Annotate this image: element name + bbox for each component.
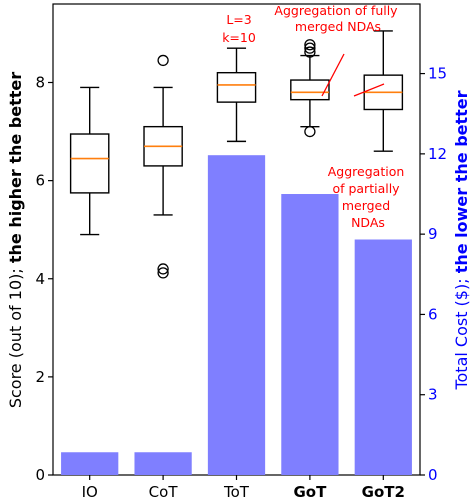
left-axis-title: Score (out of 10); the higher the better <box>6 72 25 408</box>
right-tick-label-6: 6 <box>428 305 438 323</box>
annotation-tot-line2: k=10 <box>222 30 256 45</box>
left-y-axis: 0 2 4 6 8 <box>35 74 53 484</box>
annotation-partially-merged: Aggregation of partially merged NDAs <box>328 164 409 230</box>
flier-got-1 <box>304 42 316 54</box>
right-tick-label-12: 12 <box>428 145 447 163</box>
cost-bar-got2 <box>354 239 412 475</box>
annotation-fully-arrow-right <box>353 83 385 97</box>
annotation-tot-params: L=3 k=10 <box>222 12 256 45</box>
box-got <box>290 79 330 101</box>
right-tick-label-9: 9 <box>428 225 438 243</box>
cost-bar-tot <box>207 155 266 475</box>
annotation-fully-arrow-left <box>321 53 345 97</box>
right-axis-title-part2: the lower the better <box>452 90 471 273</box>
left-tick-label-8: 8 <box>35 74 45 92</box>
right-axis-title-part1: Total Cost ($); <box>452 273 471 390</box>
left-axis-title-part2: the higher the better <box>6 72 25 263</box>
annotation-tot-line1: L=3 <box>226 12 251 27</box>
annotation-partial-line4: NDAs <box>351 215 385 230</box>
flier-cot-0 <box>157 54 169 67</box>
annotation-partial-line1: Aggregation <box>328 164 405 179</box>
left-tick-label-0: 0 <box>35 466 45 484</box>
annotation-fully-merged: Aggregation of fully merged NDAs <box>274 3 401 34</box>
x-axis: IO CoT ToT GoT GoT2 <box>82 475 405 501</box>
x-tick-label-io: IO <box>82 483 98 501</box>
box-tot <box>216 71 257 103</box>
cost-bar-got <box>281 194 339 475</box>
left-tick-label-2: 2 <box>35 368 45 386</box>
cost-bar-cot <box>134 452 192 475</box>
left-tick-label-6: 6 <box>35 172 45 190</box>
cost-bars <box>61 155 412 475</box>
x-tick-label-tot: ToT <box>223 483 250 501</box>
left-axis-title-part1: Score (out of 10); <box>6 263 25 408</box>
x-tick-label-cot: CoT <box>149 483 179 501</box>
left-tick-label-4: 4 <box>35 270 45 288</box>
annotation-fully-line2: merged NDAs <box>295 19 381 34</box>
score-boxplots <box>69 30 404 279</box>
cost-bar-io <box>61 452 119 475</box>
right-tick-label-0: 0 <box>428 466 438 484</box>
box-io <box>69 133 110 194</box>
flier-got-3 <box>304 125 316 138</box>
flier-cot-1 <box>157 263 169 275</box>
annotation-partial-line2: of partially <box>332 181 400 196</box>
flier-cot-2 <box>157 267 169 279</box>
annotation-fully-line1: Aggregation of fully <box>274 3 398 18</box>
x-tick-label-got: GoT <box>293 483 327 501</box>
right-tick-label-3: 3 <box>428 386 438 404</box>
flier-got-0 <box>304 46 316 58</box>
annotation-partial-line3: merged <box>342 198 390 213</box>
x-tick-label-got2: GoT2 <box>362 483 405 501</box>
right-y-axis: 0 3 6 9 12 15 <box>420 65 447 484</box>
flier-got-2 <box>304 39 316 51</box>
right-axis-title: Total Cost ($); the lower the better <box>452 90 471 390</box>
right-tick-label-15: 15 <box>428 65 447 83</box>
